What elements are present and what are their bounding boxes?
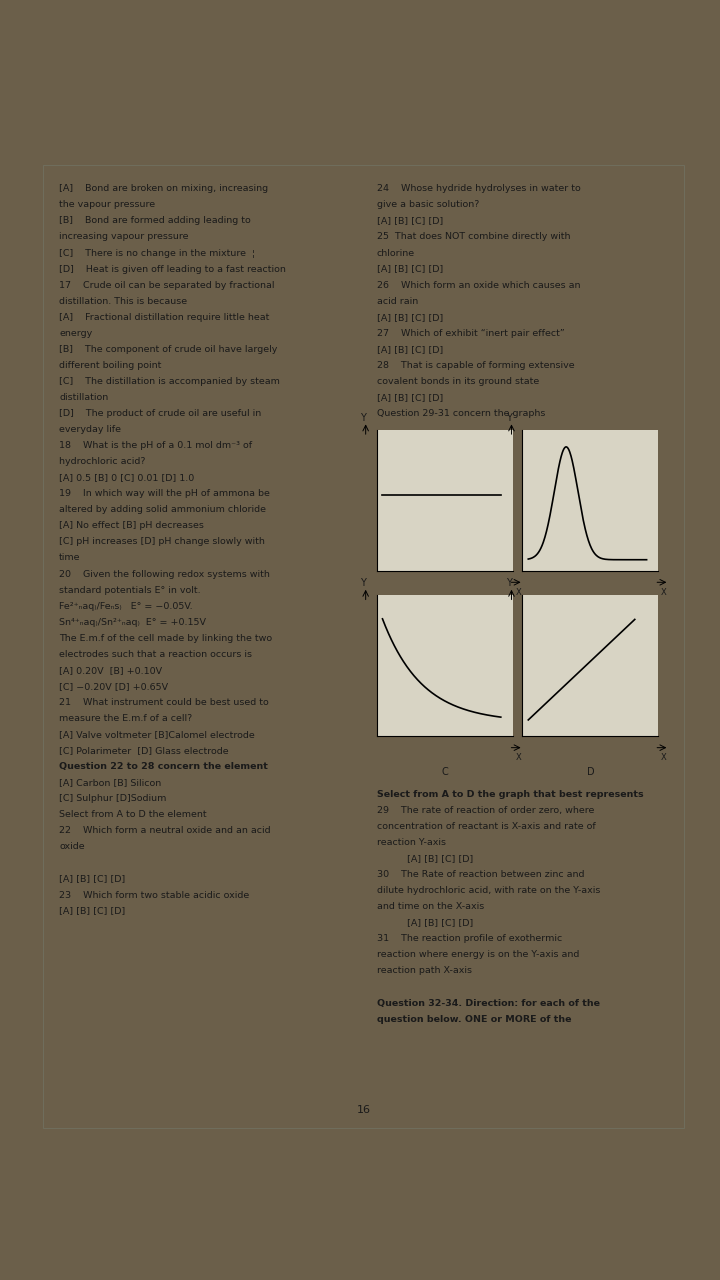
Text: [A] [B] [C] [D]: [A] [B] [C] [D] [377,216,443,225]
Text: [C] −0.20V [D] +0.65V: [C] −0.20V [D] +0.65V [59,682,168,691]
Text: 22    Which form a neutral oxide and an acid: 22 Which form a neutral oxide and an aci… [59,827,271,836]
Text: 26    Which form an oxide which causes an: 26 Which form an oxide which causes an [377,280,580,289]
Text: X: X [661,754,667,763]
Text: Y: Y [360,579,366,589]
Text: [A] [B] [C] [D]: [A] [B] [C] [D] [377,393,443,402]
Text: oxide: oxide [59,842,85,851]
Text: [D]    Heat is given off leading to a fast reaction: [D] Heat is given off leading to a fast … [59,265,286,274]
Text: Y: Y [360,413,366,422]
Text: distillation. This is because: distillation. This is because [59,297,187,306]
Text: dilute hydrochloric acid, with rate on the Y-axis: dilute hydrochloric acid, with rate on t… [377,886,600,895]
Text: [A] 0.20V  [B] +0.10V: [A] 0.20V [B] +0.10V [59,666,162,675]
Text: Fe²⁺ₙaq₎/Feₙs₎   E° = −0.05V.: Fe²⁺ₙaq₎/Feₙs₎ E° = −0.05V. [59,602,193,611]
Text: [A] Valve voltmeter [B]Calomel electrode: [A] Valve voltmeter [B]Calomel electrode [59,730,255,739]
Text: chlorine: chlorine [377,248,415,257]
Text: the vapour pressure: the vapour pressure [59,201,156,210]
Text: Sn⁴⁺ₙaq₎/Sn²⁺ₙaq₎  E° = +0.15V: Sn⁴⁺ₙaq₎/Sn²⁺ₙaq₎ E° = +0.15V [59,618,206,627]
Text: 30    The Rate of reaction between zinc and: 30 The Rate of reaction between zinc and [377,870,584,879]
Text: [B]    Bond are formed adding leading to: [B] Bond are formed adding leading to [59,216,251,225]
Text: [A] Carbon [B] Silicon: [A] Carbon [B] Silicon [59,778,161,787]
Text: [A]    Fractional distillation require little heat: [A] Fractional distillation require litt… [59,312,269,321]
Text: concentration of reactant is X-axis and rate of: concentration of reactant is X-axis and … [377,822,595,831]
Text: and time on the X-axis: and time on the X-axis [377,902,484,911]
Text: reaction path X-axis: reaction path X-axis [377,966,472,975]
Text: hydrochloric acid?: hydrochloric acid? [59,457,145,466]
Text: altered by adding solid ammonium chloride: altered by adding solid ammonium chlorid… [59,506,266,515]
Text: X: X [516,588,521,596]
Text: 21    What instrument could be best used to: 21 What instrument could be best used to [59,698,269,707]
Text: time: time [59,553,81,562]
Text: Y: Y [506,579,512,589]
Text: energy: energy [59,329,92,338]
Text: 25  That does NOT combine directly with: 25 That does NOT combine directly with [377,233,570,242]
Text: acid rain: acid rain [377,297,418,306]
Text: [A] [B] [C] [D]: [A] [B] [C] [D] [377,854,473,863]
Text: different boiling point: different boiling point [59,361,161,370]
Text: 17    Crude oil can be separated by fractional: 17 Crude oil can be separated by fractio… [59,280,274,289]
Text: [A] [B] [C] [D]: [A] [B] [C] [D] [377,344,443,353]
Text: question below. ONE or MORE of the: question below. ONE or MORE of the [377,1015,571,1024]
Text: [A] [B] [C] [D]: [A] [B] [C] [D] [377,918,473,927]
Text: [A] [B] [C] [D]: [A] [B] [C] [D] [377,312,443,321]
Text: [A] [B] [C] [D]: [A] [B] [C] [D] [59,874,125,883]
Text: Select from A to D the graph that best represents: Select from A to D the graph that best r… [377,790,643,799]
Text: 23    Which form two stable acidic oxide: 23 Which form two stable acidic oxide [59,891,249,900]
Text: [D]    The product of crude oil are useful in: [D] The product of crude oil are useful … [59,410,261,419]
Text: Question 32-34. Direction: for each of the: Question 32-34. Direction: for each of t… [377,998,600,1007]
Text: 31    The reaction profile of exothermic: 31 The reaction profile of exothermic [377,934,562,943]
Text: Question 22 to 28 concern the element: Question 22 to 28 concern the element [59,762,268,771]
Text: X: X [516,754,521,763]
Text: standard potentials E° in volt.: standard potentials E° in volt. [59,585,201,595]
Text: 27    Which of exhibit “inert pair effect”: 27 Which of exhibit “inert pair effect” [377,329,564,338]
Text: 19    In which way will the pH of ammona be: 19 In which way will the pH of ammona be [59,489,270,498]
Text: measure the E.m.f of a cell?: measure the E.m.f of a cell? [59,714,192,723]
Text: Question 29-31 concern the graphs: Question 29-31 concern the graphs [377,410,545,419]
Text: 28    That is capable of forming extensive: 28 That is capable of forming extensive [377,361,574,370]
Text: A: A [441,602,448,612]
Text: [A] [B] [C] [D]: [A] [B] [C] [D] [59,906,125,915]
Text: 24    Whose hydride hydrolyses in water to: 24 Whose hydride hydrolyses in water to [377,184,580,193]
Text: 18    What is the pH of a 0.1 mol dm⁻³ of: 18 What is the pH of a 0.1 mol dm⁻³ of [59,442,252,451]
Text: 29    The rate of reaction of order zero, where: 29 The rate of reaction of order zero, w… [377,806,594,815]
Text: D: D [587,768,594,777]
Text: [C] Sulphur [D]Sodium: [C] Sulphur [D]Sodium [59,795,166,804]
Text: [A]    Bond are broken on mixing, increasing: [A] Bond are broken on mixing, increasin… [59,184,268,193]
Text: reaction where energy is on the Y-axis and: reaction where energy is on the Y-axis a… [377,950,579,960]
Text: [B]    The component of crude oil have largely: [B] The component of crude oil have larg… [59,344,277,353]
Text: B: B [587,602,594,612]
Text: everyday life: everyday life [59,425,121,434]
Text: 20    Given the following redox systems with: 20 Given the following redox systems wit… [59,570,270,579]
Text: electrodes such that a reaction occurs is: electrodes such that a reaction occurs i… [59,650,252,659]
Text: [A] 0.5 [B] 0 [C] 0.01 [D] 1.0: [A] 0.5 [B] 0 [C] 0.01 [D] 1.0 [59,474,194,483]
Text: [C] pH increases [D] pH change slowly with: [C] pH increases [D] pH change slowly wi… [59,538,265,547]
Text: The E.m.f of the cell made by linking the two: The E.m.f of the cell made by linking th… [59,634,272,643]
Text: C: C [441,768,448,777]
Text: [A] [B] [C] [D]: [A] [B] [C] [D] [377,265,443,274]
Text: [C]    There is no change in the mixture  ¦: [C] There is no change in the mixture ¦ [59,248,256,257]
Text: [A] No effect [B] pH decreases: [A] No effect [B] pH decreases [59,521,204,530]
Text: 16: 16 [356,1106,371,1115]
Text: give a basic solution?: give a basic solution? [377,201,479,210]
Text: distillation: distillation [59,393,108,402]
Text: reaction Y-axis: reaction Y-axis [377,838,446,847]
Text: [C]    The distillation is accompanied by steam: [C] The distillation is accompanied by s… [59,376,280,387]
Text: Y: Y [506,413,512,422]
Text: covalent bonds in its ground state: covalent bonds in its ground state [377,376,539,387]
Text: Select from A to D the element: Select from A to D the element [59,810,207,819]
Text: [C] Polarimeter  [D] Glass electrode: [C] Polarimeter [D] Glass electrode [59,746,229,755]
Text: increasing vapour pressure: increasing vapour pressure [59,233,189,242]
Text: X: X [661,588,667,596]
